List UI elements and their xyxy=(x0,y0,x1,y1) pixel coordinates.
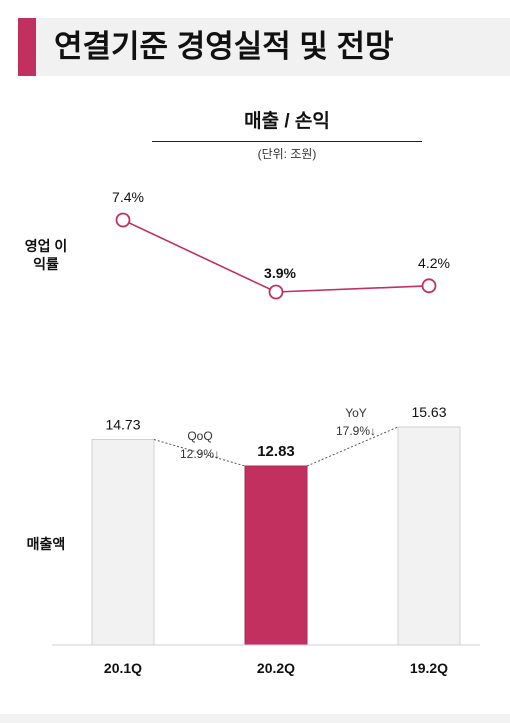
sales-bar-20.2Q xyxy=(244,465,308,646)
chart-title: 매출 / 손익 xyxy=(244,111,330,132)
chart-title-rule xyxy=(152,141,422,142)
comparison-lines xyxy=(153,426,399,467)
category-label-19.2Q: 19.2Q xyxy=(410,660,448,676)
operating-margin-label-19.2Q: 4.2% xyxy=(418,255,450,271)
sales-value-label-20.2Q: 12.83 xyxy=(257,443,295,460)
yoy-comparison-line xyxy=(306,426,399,467)
operating-margin-label: 영업 이익률 xyxy=(24,238,68,272)
operating-margin-line-layer xyxy=(115,212,437,300)
page-title: 연결기준 경영실적 및 전망 xyxy=(54,29,394,64)
sales-value-label-20.1Q: 14.73 xyxy=(105,417,140,433)
unit-label: (단위: 조원) xyxy=(257,147,317,161)
operating-margin-line xyxy=(122,219,430,293)
page-header: 연결기준 경영실적 및 전망 xyxy=(18,18,510,76)
operating-margin-label-20.1Q: 7.4% xyxy=(112,189,144,205)
header-accent-bar xyxy=(18,18,36,76)
operating-margin-marker-20.1Q xyxy=(115,212,131,228)
sales-bar-20.1Q xyxy=(91,439,155,646)
sales-bar-19.2Q xyxy=(397,426,461,646)
annotation-qoq-value: 12.9%↓ xyxy=(180,447,220,461)
annotation-qoq-label: QoQ xyxy=(187,429,212,443)
chart-text-layer: 14.73 20.1Q 12.83 20.2Q 15.63 19.2Q QoQ 12.9%↓ Y… xyxy=(104,189,450,676)
sales-label: 매출액 xyxy=(26,536,66,552)
annotation-yoy-value: 17.9%↓ xyxy=(336,424,376,438)
operating-margin-marker-19.2Q xyxy=(421,278,437,294)
operating-margin-marker-20.2Q xyxy=(268,284,284,300)
sales-value-label-19.2Q: 15.63 xyxy=(411,404,446,420)
operating-margin-label-20.2Q: 3.9% xyxy=(264,265,296,281)
category-label-20.2Q: 20.2Q xyxy=(257,660,295,676)
annotation-yoy-label: YoY xyxy=(345,406,367,420)
footer-strip xyxy=(0,714,510,723)
sales-bars xyxy=(91,426,461,646)
category-label-20.1Q: 20.1Q xyxy=(104,660,142,676)
